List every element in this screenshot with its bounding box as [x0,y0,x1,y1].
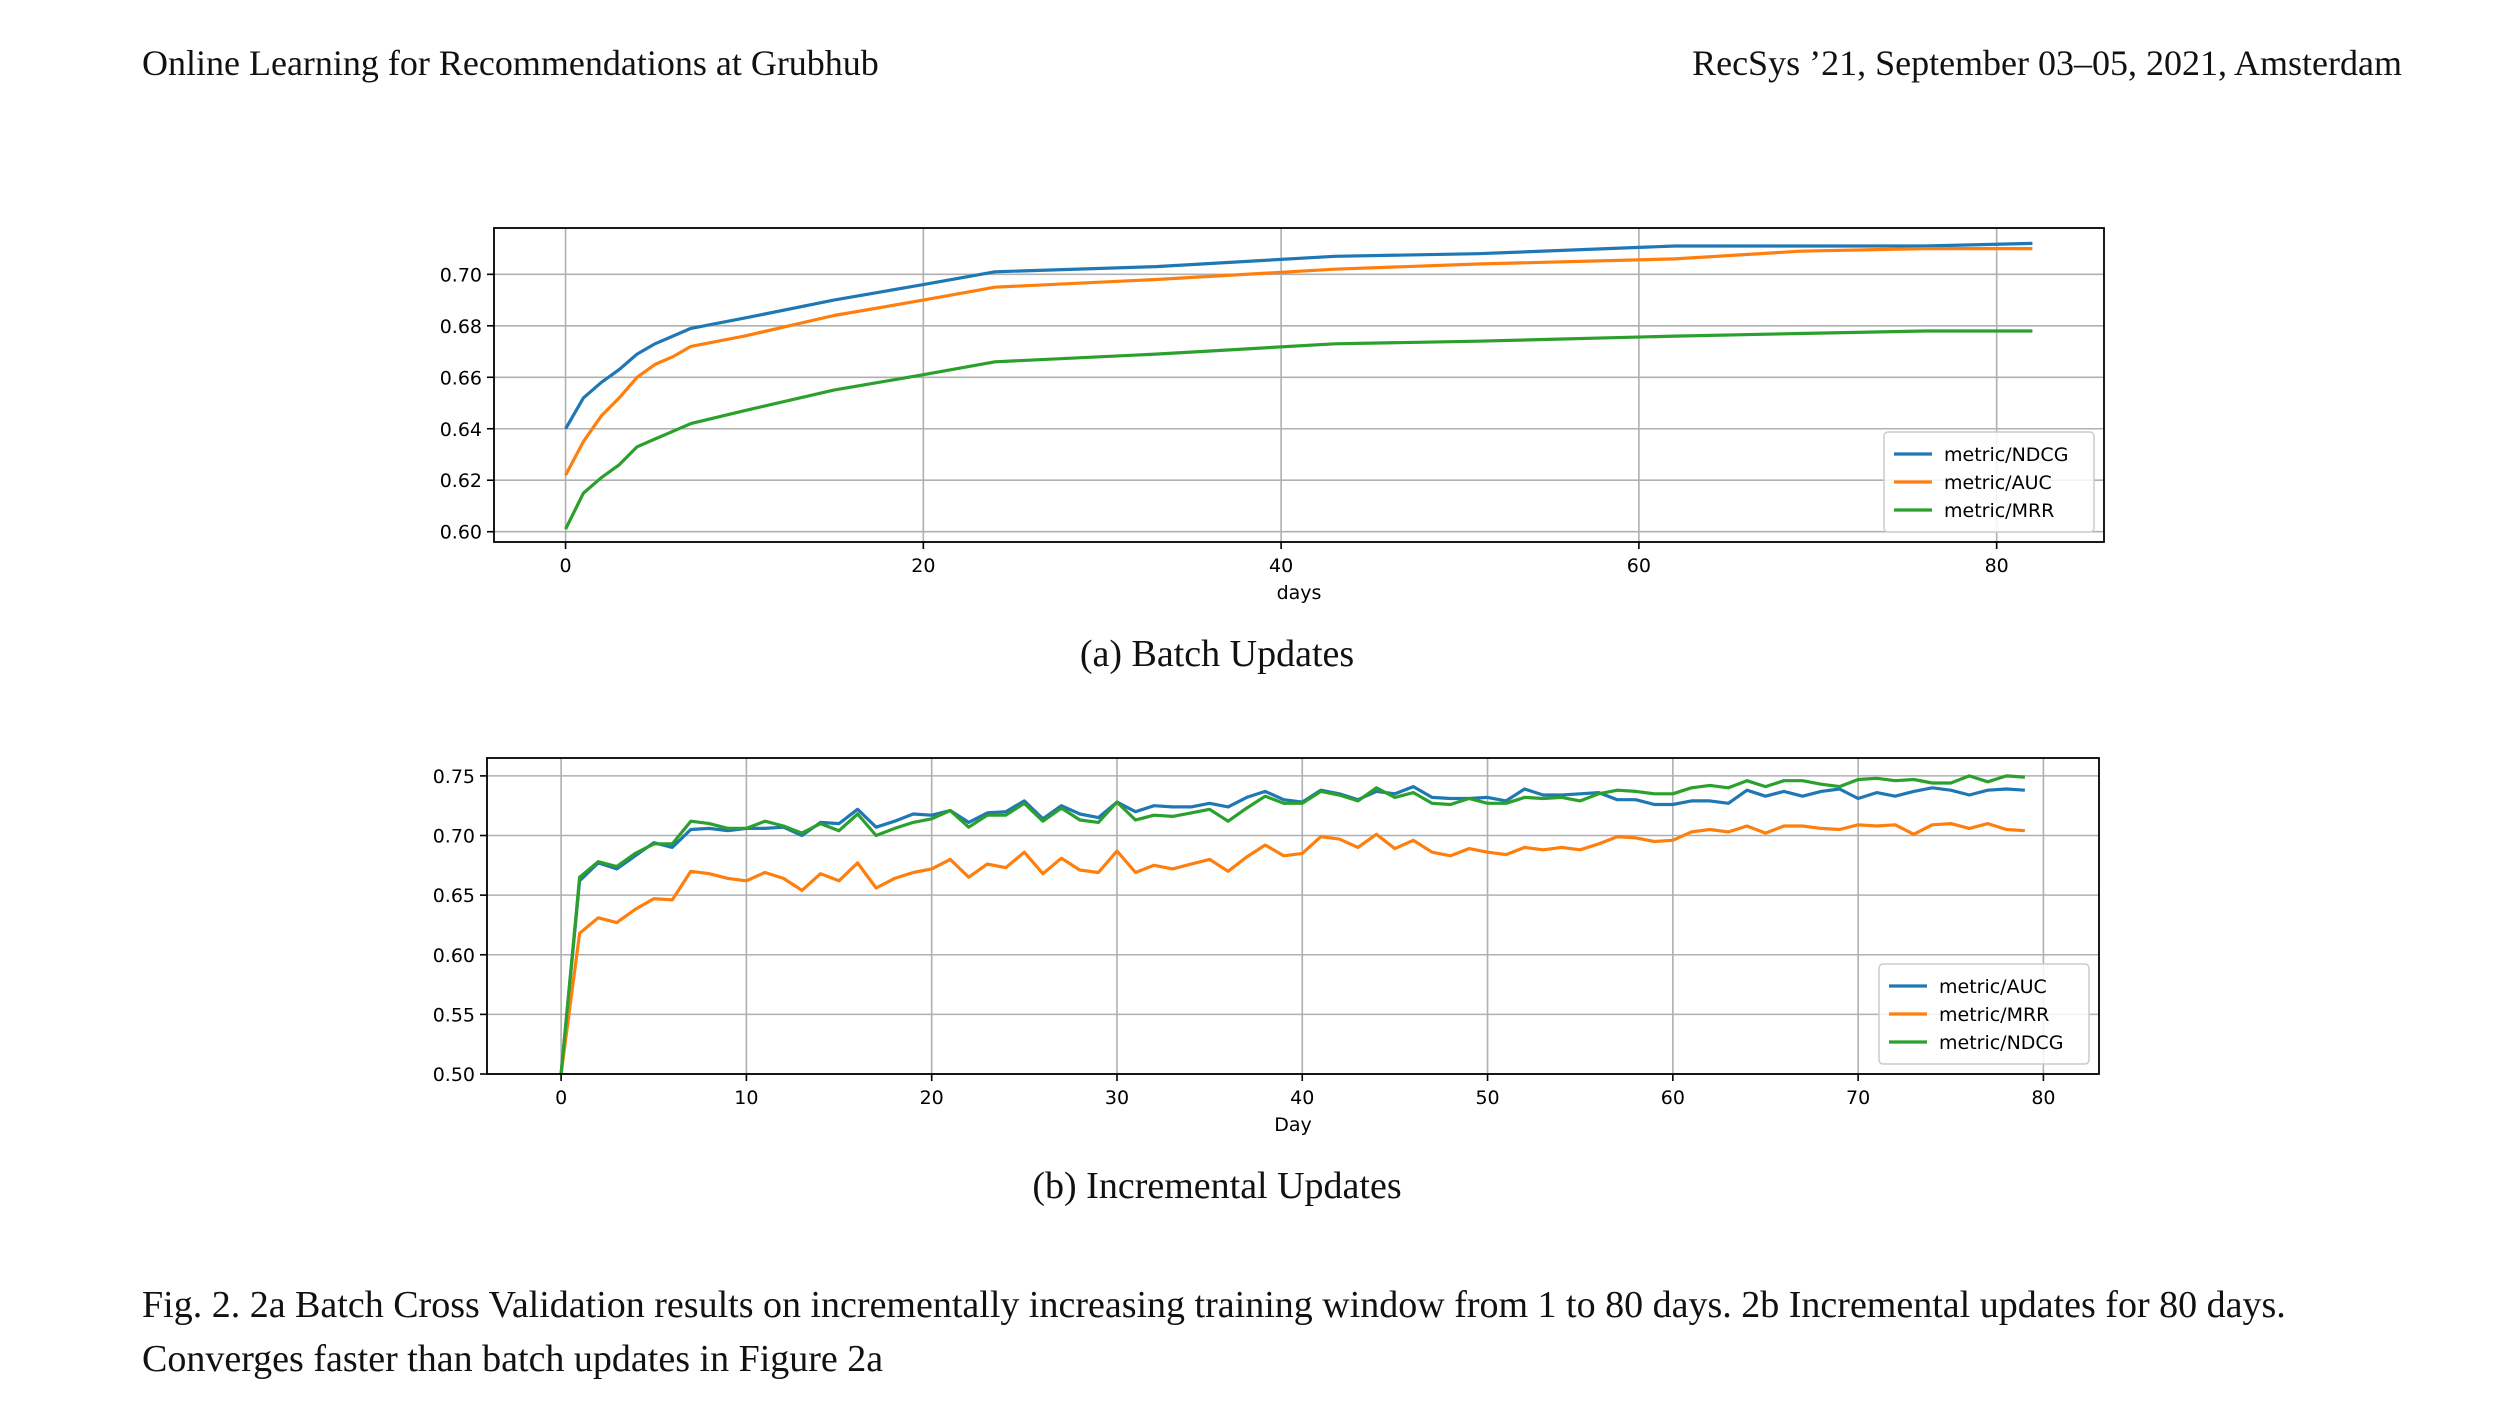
plot-frame [486,757,2100,1075]
y-tick-label: 0.75 [433,766,475,788]
series-line-metric-ndcg [559,774,2026,1075]
x-tick-label: 0 [560,555,572,577]
y-tick-label: 0.64 [440,419,482,441]
running-header-venue: RecSys ’21, September 03–05, 2021, Amste… [1692,43,2402,83]
x-tick-label: 60 [1627,555,1651,577]
legend-entry: metric/NDCG [1944,444,2068,466]
x-tick-label: 80 [2031,1087,2055,1109]
y-tick-label: 0.60 [440,522,482,544]
x-axis-label: days [1277,582,1322,604]
y-tick-label: 0.68 [440,316,482,338]
running-header-title: Online Learning for Recommendations at G… [142,43,879,83]
legend-entry: metric/AUC [1939,976,2047,998]
x-tick-label: 50 [1475,1087,1499,1109]
legend-entry: metric/MRR [1939,1004,2049,1026]
x-tick-label: 40 [1269,555,1293,577]
legend-entry: metric/MRR [1944,500,2054,522]
legend: metric/AUC metric/MRR metric/NDCG [1878,963,2090,1065]
y-tick-label: 0.50 [433,1064,475,1086]
x-tick-label: 30 [1105,1087,1129,1109]
legend-box [1883,431,2095,533]
x-tick-label: 60 [1661,1087,1685,1109]
y-tick-label: 0.62 [440,470,482,492]
series-line-metric-ndcg [564,241,2033,430]
x-axis-label: Day [1274,1114,1312,1136]
series-line-metric-auc [559,784,2026,1075]
y-tick-label: 0.60 [433,945,475,967]
y-tick-label: 0.70 [440,264,482,286]
x-tick-label: 70 [1846,1087,1870,1109]
y-tick-label: 0.66 [440,367,482,389]
chart-svg: 0 20 40 60 80 0.60 0.62 0.64 0.66 0.68 0.70 days met… [440,227,2105,604]
x-tick-label: 20 [920,1087,944,1109]
x-tick-label: 40 [1290,1087,1314,1109]
subfigure-label-b: (b) Incremental Updates [1032,1165,1402,1207]
legend: metric/NDCG metric/AUC metric/MRR [1883,431,2095,533]
subfigure-label-a: (a) Batch Updates [1079,633,1355,675]
y-tick-label: 0.55 [433,1004,475,1026]
chart-svg: 0 10 20 30 40 50 60 70 80 0.50 0.55 0.60 0.65 0.70 0.7… [433,757,2100,1136]
x-tick-label: 10 [734,1087,758,1109]
legend-entry: metric/NDCG [1939,1032,2063,1054]
plot-frame [493,227,2105,543]
grid-lines [487,758,2099,1075]
legend-entry: metric/AUC [1944,472,2052,494]
series-line-metric-auc [564,246,2033,476]
series-line-metric-mrr [564,329,2033,530]
chart-batch-updates: 0 20 40 60 80 0.60 0.62 0.64 0.66 0.68 0.70 days met… [0,200,2494,610]
series-line-metric-mrr [559,821,2026,1075]
y-tick-label: 0.70 [433,826,475,848]
legend-box [1878,963,2090,1065]
x-tick-label: 20 [911,555,935,577]
x-tick-label: 0 [555,1087,567,1109]
chart-incremental-updates: 0 10 20 30 40 50 60 70 80 0.50 0.55 0.60 0.65 0.70 0.7… [0,732,2494,1142]
figure-caption: Fig. 2. 2a Batch Cross Validation result… [142,1284,2286,1380]
x-tick-label: 80 [1985,555,2009,577]
y-tick-label: 0.65 [433,885,475,907]
grid-lines [494,228,2104,542]
